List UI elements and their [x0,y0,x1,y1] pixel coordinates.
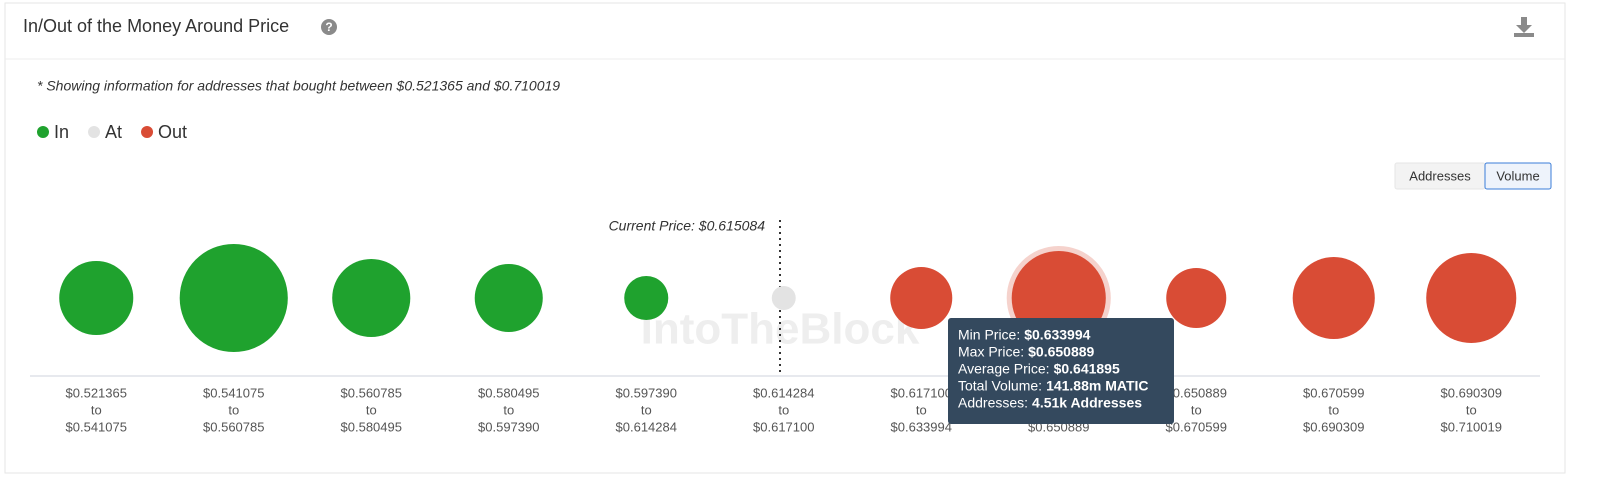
help-icon[interactable]: ? [321,19,337,35]
bubble[interactable] [771,286,796,310]
x-tick-label: $0.617100 [891,385,952,400]
x-tick-label: $0.580495 [478,385,539,400]
x-tick-label: $0.710019 [1441,419,1502,434]
x-tick-label: $0.670599 [1303,385,1364,400]
x-tick-label: $0.670599 [1166,419,1227,434]
bubble[interactable] [890,266,953,330]
x-tick-label: to [228,402,239,417]
x-tick-label: $0.617100 [753,419,814,434]
tooltip-label: Max Price: [958,344,1024,360]
x-tick-label: $0.541075 [203,385,264,400]
legend-marker [88,126,101,138]
tooltip-value: $0.650889 [1028,344,1094,360]
legend-label: At [105,122,122,142]
x-tick-label: to [366,402,377,417]
x-tick-label: to [91,402,102,417]
x-tick-label: to [1328,402,1339,417]
subtitle: * Showing information for addresses that… [37,78,560,94]
x-tick-label: $0.560785 [203,419,264,434]
tooltip-label: Min Price: [958,327,1020,343]
bubble[interactable] [179,243,288,353]
bubble[interactable] [332,258,411,338]
bubble[interactable] [59,260,134,336]
x-tick-label: $0.633994 [891,419,952,434]
x-tick-label: to [641,402,652,417]
x-tick-label: to [916,402,927,417]
x-tick-label: $0.521365 [66,385,127,400]
bubble[interactable] [624,275,669,321]
toggle-label: Addresses [1409,168,1471,183]
toggle-label: Volume [1496,168,1539,183]
download-icon[interactable] [1514,17,1534,37]
x-tick-label: $0.560785 [341,385,402,400]
x-tick-label: to [1466,402,1477,417]
x-tick-label: $0.597390 [616,385,677,400]
x-tick-label: $0.580495 [341,419,402,434]
tooltip-value: 141.88m MATIC [1046,378,1148,394]
svg-text:?: ? [325,20,332,34]
x-tick-label: $0.650889 [1166,385,1227,400]
bubble[interactable] [1426,252,1517,344]
legend-label: Out [158,122,187,142]
x-tick-label: $0.690309 [1441,385,1502,400]
title: In/Out of the Money Around Price [23,16,289,36]
tooltip-label: Average Price: [958,361,1050,377]
legend-marker [37,126,49,138]
x-tick-label: $0.614284 [753,385,814,400]
tooltip-label: Total Volume: [958,378,1042,394]
toggle-button[interactable] [1484,162,1552,190]
tooltip-value: 4.51k Addresses [1032,395,1142,411]
bubble[interactable] [1166,267,1227,329]
x-tick-label: $0.614284 [616,419,677,434]
tooltip-value: $0.641895 [1054,361,1120,377]
x-tick-label: $0.541075 [66,419,127,434]
tooltip-value: $0.633994 [1024,327,1090,343]
legend-label: In [54,122,69,142]
tooltip-box [948,318,1174,424]
tooltip-label: Addresses: [958,395,1028,411]
card [4,2,1566,474]
x-tick-label: to [778,402,789,417]
x-tick-label: $0.690309 [1303,419,1364,434]
x-tick-label: $0.597390 [478,419,539,434]
legend-marker [141,126,154,138]
x-tick-label: to [503,402,514,417]
bubble[interactable] [474,263,543,333]
x-tick-label: to [1191,402,1202,417]
bubble[interactable] [1292,256,1375,340]
current-price-label: Current Price: $0.615084 [609,218,766,234]
